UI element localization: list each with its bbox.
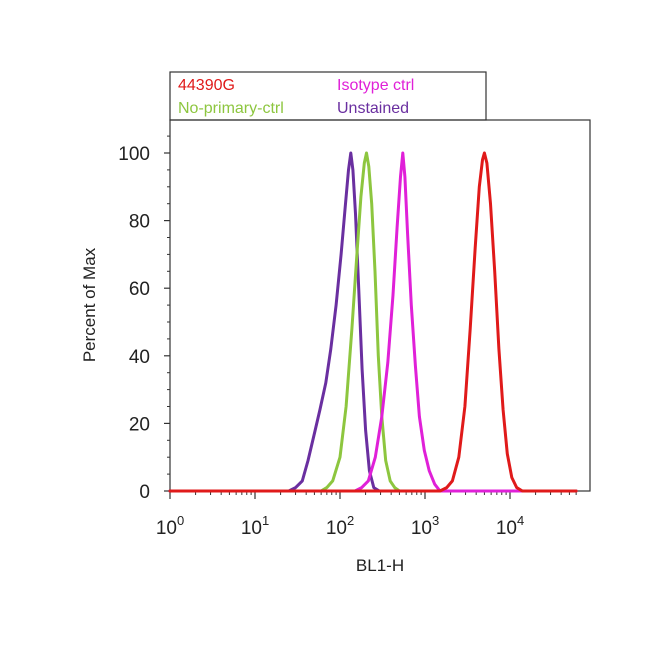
x-tick-label-10e4: 104 — [496, 513, 524, 539]
y-tick-label-100: 100 — [118, 144, 150, 165]
y-tick-label-0: 0 — [139, 482, 150, 503]
legend-entry-no-primary-ctrl: No-primary-ctrl — [178, 100, 284, 117]
y-tick-label-20: 20 — [129, 414, 150, 435]
histogram-curves — [168, 151, 578, 493]
series-line-44390g — [168, 151, 578, 493]
y-tick-label-40: 40 — [129, 347, 150, 368]
x-tick-label-10e0: 100 — [156, 513, 184, 539]
legend-entry-isotype-ctrl: Isotype ctrl — [337, 77, 414, 94]
legend: 44390G Isotype ctrl No-primary-ctrl Unst… — [169, 71, 487, 121]
series-line-no-primary-ctrl — [168, 151, 578, 493]
y-axis-label: Percent of Max — [80, 247, 99, 362]
major-ticks — [164, 152, 511, 499]
y-tick-label-80: 80 — [129, 212, 150, 233]
series-line-isotype-ctrl — [168, 151, 578, 493]
x-tick-labels: 100 101 102 103 104 — [156, 513, 524, 539]
x-tick-label-10e1: 101 — [241, 513, 269, 539]
legend-box — [169, 71, 487, 121]
series-line-unstained — [168, 151, 578, 493]
legend-entry-44390g: 44390G — [178, 77, 235, 94]
x-tick-label-10e3: 103 — [411, 513, 439, 539]
legend-entry-unstained: Unstained — [337, 100, 409, 117]
x-tick-label-10e2: 102 — [326, 513, 354, 539]
x-axis-label: BL1-H — [356, 556, 404, 575]
y-tick-label-60: 60 — [129, 279, 150, 300]
y-tick-labels: 0 20 40 60 80 100 — [118, 144, 150, 503]
